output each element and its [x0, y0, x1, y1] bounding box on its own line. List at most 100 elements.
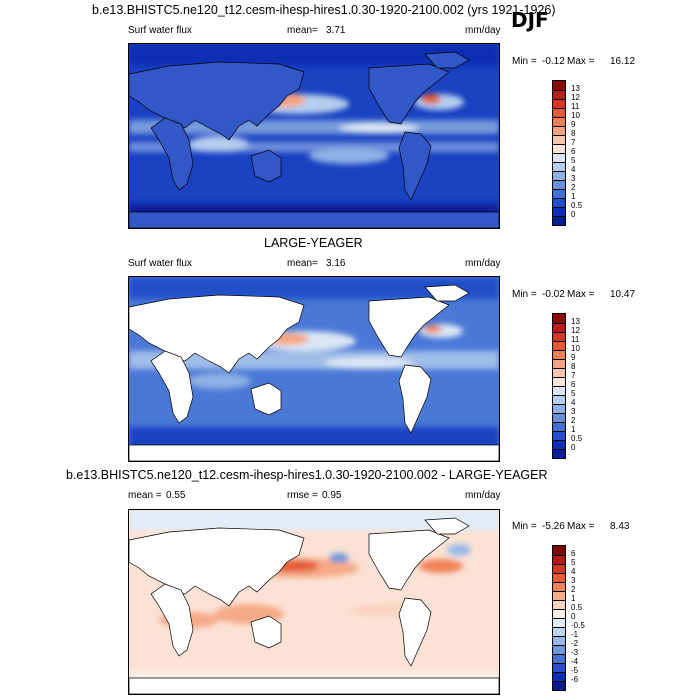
panel2-colorbar-swatch: [553, 350, 565, 359]
panel2-colorbar-tick: 10: [571, 344, 580, 353]
panel1-colorbar-swatch: [553, 162, 565, 171]
panel2-mean-value: 3.16: [326, 258, 346, 269]
panel1-title: b.e13.BHISTC5.ne120_t12.cesm-ihesp-hires…: [92, 3, 556, 17]
panel2-colorbar-swatch: [553, 377, 565, 386]
panel1-colorbar-swatch: [553, 207, 565, 216]
panel2-mean-label: mean=: [287, 258, 318, 269]
panel1-colorbar-swatch: [553, 108, 565, 117]
panel1-colorbar-tick: 5: [571, 156, 576, 165]
panel2-title: LARGE-YEAGER: [264, 236, 363, 250]
panel1-colorbar-swatch: [553, 153, 565, 162]
panel2-colorbar-swatch: [553, 422, 565, 431]
panel3-colorbar-swatch: [553, 555, 565, 564]
panel2-colorbar-swatch: [553, 404, 565, 413]
panel3-colorbar-tick: 2: [571, 585, 576, 594]
panel1-colorbar-swatch: [553, 81, 565, 90]
panel1-mean-value: 3.71: [326, 25, 346, 36]
panel2-colorbar-swatch: [553, 323, 565, 332]
panel3-colorbar-swatch: [553, 564, 565, 573]
panel3-colorbar-swatch: [553, 573, 565, 582]
panel3-colorbar-tick: 0.5: [571, 603, 583, 612]
panel3-colorbar-swatch: [553, 609, 565, 618]
panel2-colorbar: [552, 313, 566, 459]
panel3-colorbar-swatch: [553, 681, 565, 690]
panel3-colorbar-tick: -0.5: [571, 621, 585, 630]
panel2-colorbar-tick: 12: [571, 326, 580, 335]
panel2-colorbar-swatch: [553, 431, 565, 440]
panel1-min-label: Min =: [512, 56, 537, 67]
panel3-mean-label: mean =: [128, 490, 162, 501]
panel2-map-graphic: [129, 277, 499, 461]
panel3-colorbar-swatch: [553, 618, 565, 627]
panel1-colorbar-tick: 3: [571, 174, 576, 183]
panel1-colorbar-swatch: [553, 198, 565, 207]
panel1-colorbar-swatch: [553, 216, 565, 225]
panel3-colorbar-tick: 6: [571, 549, 576, 558]
panel2-variable-label: Surf water flux: [128, 258, 192, 269]
panel1-colorbar-tick: 11: [571, 102, 580, 111]
panel3-map-graphic: [129, 510, 499, 694]
panel1-colorbar-tick: 7: [571, 138, 576, 147]
panel2-colorbar-tick: 5: [571, 389, 576, 398]
panel3-mean-value: 0.55: [166, 490, 186, 501]
panel2-colorbar-tick: 9: [571, 353, 576, 362]
panel3-units: mm/day: [465, 490, 501, 501]
panel3-colorbar-tick: -4: [571, 657, 579, 666]
panel3-colorbar-tick: 3: [571, 576, 576, 585]
panel1-colorbar-tick: 6: [571, 147, 576, 156]
panel1-colorbar-swatch: [553, 90, 565, 99]
panel2-colorbar-tick: 2: [571, 416, 576, 425]
panel2-colorbar-tick: 13: [571, 317, 580, 326]
panel2-colorbar-tick: 8: [571, 362, 576, 371]
panel1-colorbar-tick: 0.5: [571, 201, 583, 210]
panel2-colorbar-swatch: [553, 386, 565, 395]
panel1-colorbar-swatch: [553, 99, 565, 108]
panel3-colorbar-tick: -6: [571, 675, 579, 684]
panel3-map: [128, 509, 500, 695]
panel3-colorbar-tick: -1: [571, 630, 579, 639]
panel2-colorbar-tick: 4: [571, 398, 576, 407]
panel2-colorbar-tick: 1: [571, 425, 576, 434]
panel1-units: mm/day: [465, 25, 501, 36]
panel3-colorbar-swatch: [553, 582, 565, 591]
panel3-title: b.e13.BHISTC5.ne120_t12.cesm-ihesp-hires…: [66, 468, 548, 482]
panel1-colorbar-swatch: [553, 144, 565, 153]
panel3-colorbar-tick: 0: [571, 612, 576, 621]
panel1-colorbar-tick: 1: [571, 192, 576, 201]
panel1-map: [128, 43, 500, 229]
panel2-colorbar-swatch: [553, 368, 565, 377]
panel1-colorbar-swatch: [553, 126, 565, 135]
panel1-colorbar: [552, 80, 566, 226]
panel3-min-value: -5.26: [542, 521, 565, 532]
panel3-colorbar-swatch: [553, 600, 565, 609]
panel1-colorbar-tick: 13: [571, 84, 580, 93]
panel1-colorbar-swatch: [553, 180, 565, 189]
panel2-units: mm/day: [465, 258, 501, 269]
panel2-max-value: 10.47: [610, 289, 636, 300]
panel1-colorbar-tick: 8: [571, 129, 576, 138]
panel3-colorbar-swatch: [553, 672, 565, 681]
panel3-colorbar-tick: 1: [571, 594, 576, 603]
panel1-colorbar-swatch: [553, 171, 565, 180]
panel1-max-label: Max =: [567, 56, 595, 67]
panel1-min-value: -0.12: [542, 56, 565, 67]
panel1-colorbar-tick: 12: [571, 93, 580, 102]
panel2-min-label: Min =: [512, 289, 537, 300]
panel3-colorbar-swatch: [553, 546, 565, 555]
panel2-colorbar-tick: 0: [571, 443, 576, 452]
panel3-rmse-value: 0.95: [322, 490, 342, 501]
panel1-colorbar-swatch: [553, 135, 565, 144]
panel2-colorbar-swatch: [553, 332, 565, 341]
panel3-colorbar: [552, 545, 566, 691]
panel2-colorbar-swatch: [553, 314, 565, 323]
panel1-colorbar-swatch: [553, 117, 565, 126]
panel2-min-value: -0.02: [542, 289, 565, 300]
panel2-max-label: Max =: [567, 289, 595, 300]
panel1-max-value: 16.12: [610, 56, 636, 67]
panel3-colorbar-tick: -2: [571, 639, 579, 648]
panel2-colorbar-swatch: [553, 395, 565, 404]
panel3-rmse-label: rmse =: [287, 490, 318, 501]
panel3-colorbar-swatch: [553, 645, 565, 654]
panel3-colorbar-swatch: [553, 591, 565, 600]
panel1-colorbar-tick: 9: [571, 120, 576, 129]
